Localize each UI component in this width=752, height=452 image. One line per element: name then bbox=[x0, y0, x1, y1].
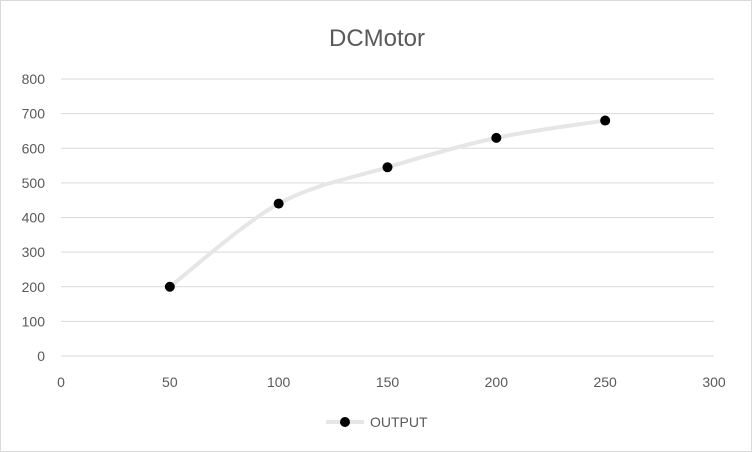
series-line-0 bbox=[167, 118, 608, 289]
data-point-2 bbox=[382, 162, 393, 173]
x-tick-label: 200 bbox=[485, 374, 509, 390]
x-tick-label: 150 bbox=[376, 374, 400, 390]
x-tick-label: 0 bbox=[57, 374, 65, 390]
data-point-0 bbox=[164, 281, 175, 292]
x-axis-ticks: 0 50 100 150 200 250 300 bbox=[57, 374, 726, 390]
data-point-3 bbox=[491, 132, 502, 143]
legend: OUTPUT bbox=[326, 414, 428, 430]
x-tick-label: 250 bbox=[593, 374, 617, 390]
x-tick-label: 50 bbox=[162, 374, 178, 390]
y-axis-ticks: 0 100 200 300 400 500 600 700 800 bbox=[22, 71, 46, 364]
y-tick-label: 600 bbox=[22, 140, 46, 156]
legend-marker bbox=[340, 417, 350, 427]
data-point-4 bbox=[600, 115, 611, 126]
x-tick-label: 300 bbox=[702, 374, 726, 390]
data-point-1 bbox=[273, 198, 284, 209]
y-tick-label: 700 bbox=[22, 106, 46, 122]
legend-label-output: OUTPUT bbox=[370, 414, 428, 430]
gridlines bbox=[61, 78, 714, 357]
chart-title: DCMotor bbox=[329, 25, 425, 52]
y-tick-label: 0 bbox=[37, 348, 45, 364]
series-output bbox=[164, 115, 611, 292]
y-tick-label: 100 bbox=[22, 313, 46, 329]
y-tick-label: 300 bbox=[22, 244, 46, 260]
y-tick-label: 500 bbox=[22, 175, 46, 191]
y-tick-label: 200 bbox=[22, 279, 46, 295]
y-tick-label: 400 bbox=[22, 210, 46, 226]
y-tick-label: 800 bbox=[22, 71, 46, 87]
x-tick-label: 100 bbox=[267, 374, 291, 390]
